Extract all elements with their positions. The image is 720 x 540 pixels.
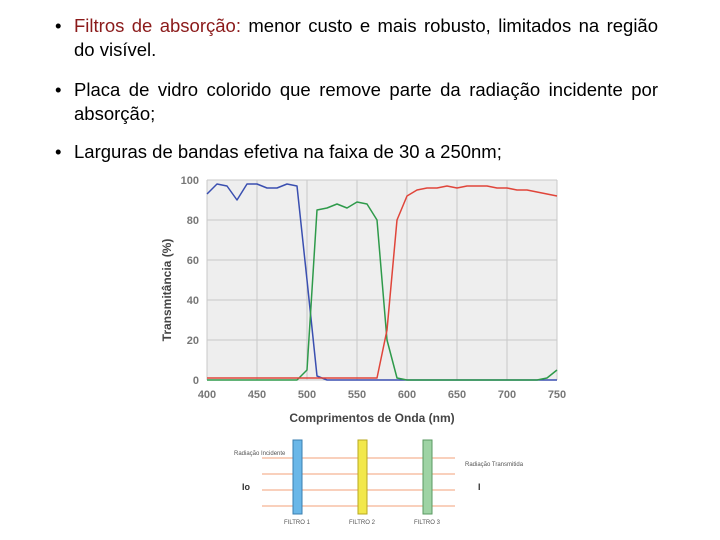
bullet: Placa de vidro colorido que remove parte… <box>55 78 658 126</box>
transmitted-label: Radiação Transmitida <box>465 462 524 468</box>
bullet: Larguras de bandas efetiva na faixa de 3… <box>55 140 658 164</box>
y-tick-label: 20 <box>187 335 199 347</box>
x-tick-label: 550 <box>348 389 366 401</box>
filter-2 <box>357 439 368 515</box>
filter-label: FILTRO 3 <box>414 520 441 526</box>
y-tick-label: 60 <box>187 255 199 267</box>
filter-label: FILTRO 1 <box>284 520 311 526</box>
filter-3 <box>422 439 433 515</box>
x-tick-label: 600 <box>398 389 416 401</box>
bullet-lead: Filtros de absorção: <box>74 15 241 36</box>
i-label: I <box>478 482 481 492</box>
x-tick-label: 500 <box>298 389 316 401</box>
y-label: Transmitância (%) <box>160 239 174 342</box>
x-label: Comprimentos de Onda (nm) <box>289 411 454 425</box>
y-tick-label: 0 <box>193 375 199 387</box>
i0-label: Io <box>242 482 251 492</box>
series-line <box>207 201 558 381</box>
x-tick-label: 700 <box>498 389 516 401</box>
filter-1 <box>292 439 303 515</box>
x-tick-label: 750 <box>548 389 566 401</box>
incident-label: Radiação Incidente <box>234 451 286 457</box>
y-tick-label: 40 <box>187 295 199 307</box>
bullet-text: menor custo e mais robusto, limitados na… <box>74 15 659 60</box>
bullet: Filtros de absorção: menor custo e mais … <box>55 14 659 62</box>
x-tick-label: 450 <box>248 389 266 401</box>
series-line <box>207 185 558 379</box>
bullet-text: Placa de vidro colorido que remove parte… <box>74 79 658 124</box>
bullet-text: Larguras de bandas efetiva na faixa de 3… <box>74 141 502 162</box>
y-tick-label: 80 <box>187 215 199 227</box>
filter-diagram: Radiação Incidente Io Radiação Transmiti… <box>234 439 524 526</box>
x-tick-label: 400 <box>198 389 216 401</box>
y-tick-label: 100 <box>181 175 199 187</box>
x-tick-label: 650 <box>448 389 466 401</box>
filter-label: FILTRO 2 <box>349 520 376 526</box>
